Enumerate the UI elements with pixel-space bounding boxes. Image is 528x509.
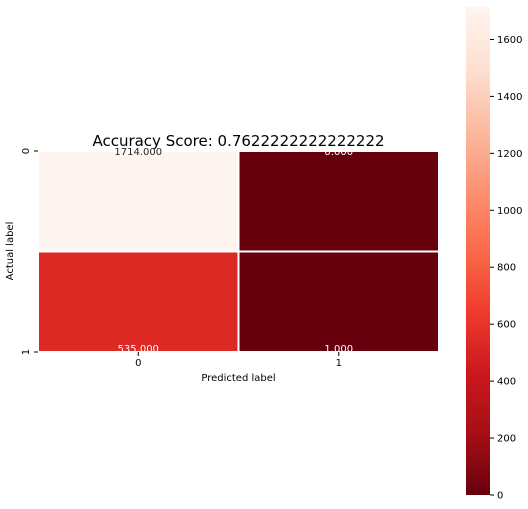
y-axis-label: Actual label	[5, 222, 16, 281]
colorbar-tick-label: 0	[497, 491, 503, 502]
x-axis-label: Predicted label	[201, 373, 275, 384]
heatmap-cell-label: 0.000	[324, 147, 353, 158]
colorbar-tick-label: 1200	[497, 149, 522, 160]
heatmap-cell	[37, 150, 240, 253]
colorbar-tick-label: 800	[497, 263, 516, 274]
x-tick-label: 1	[336, 358, 342, 369]
chart-title: Accuracy Score: 0.7622222222222222	[92, 132, 384, 150]
y-tick-label: 1	[21, 349, 32, 355]
colorbar: 0 200 400 600 800 1000 1200 1400 1600	[466, 7, 522, 502]
y-tick-label: 0	[21, 148, 32, 154]
colorbar-tick-label: 1400	[497, 92, 522, 103]
colorbar-tick-label: 600	[497, 320, 516, 331]
heatmap-cell-label: 1.000	[324, 344, 353, 355]
heatmap-cell-labels: 1714.000 0.000 535.000 1.000	[114, 147, 353, 355]
colorbar-tick-label: 200	[497, 434, 516, 445]
heatmap-cell-label: 1714.000	[114, 147, 162, 158]
heatmap-cell	[237, 250, 440, 353]
heatmap-cell-label: 535.000	[118, 344, 159, 355]
heatmap-cell	[37, 250, 240, 353]
colorbar-tick-label: 1000	[497, 206, 522, 217]
heatmap-cells	[37, 150, 440, 353]
colorbar-tick-label: 1600	[497, 35, 522, 46]
x-tick-label: 0	[135, 358, 141, 369]
y-axis-ticks: 01	[21, 148, 38, 355]
colorbar-tick-label: 400	[497, 377, 516, 388]
colorbar-ticks: 0 200 400 600 800 1000 1200 1400 1600	[490, 35, 522, 502]
heatmap-cell	[237, 150, 440, 253]
colorbar-gradient	[466, 7, 490, 495]
